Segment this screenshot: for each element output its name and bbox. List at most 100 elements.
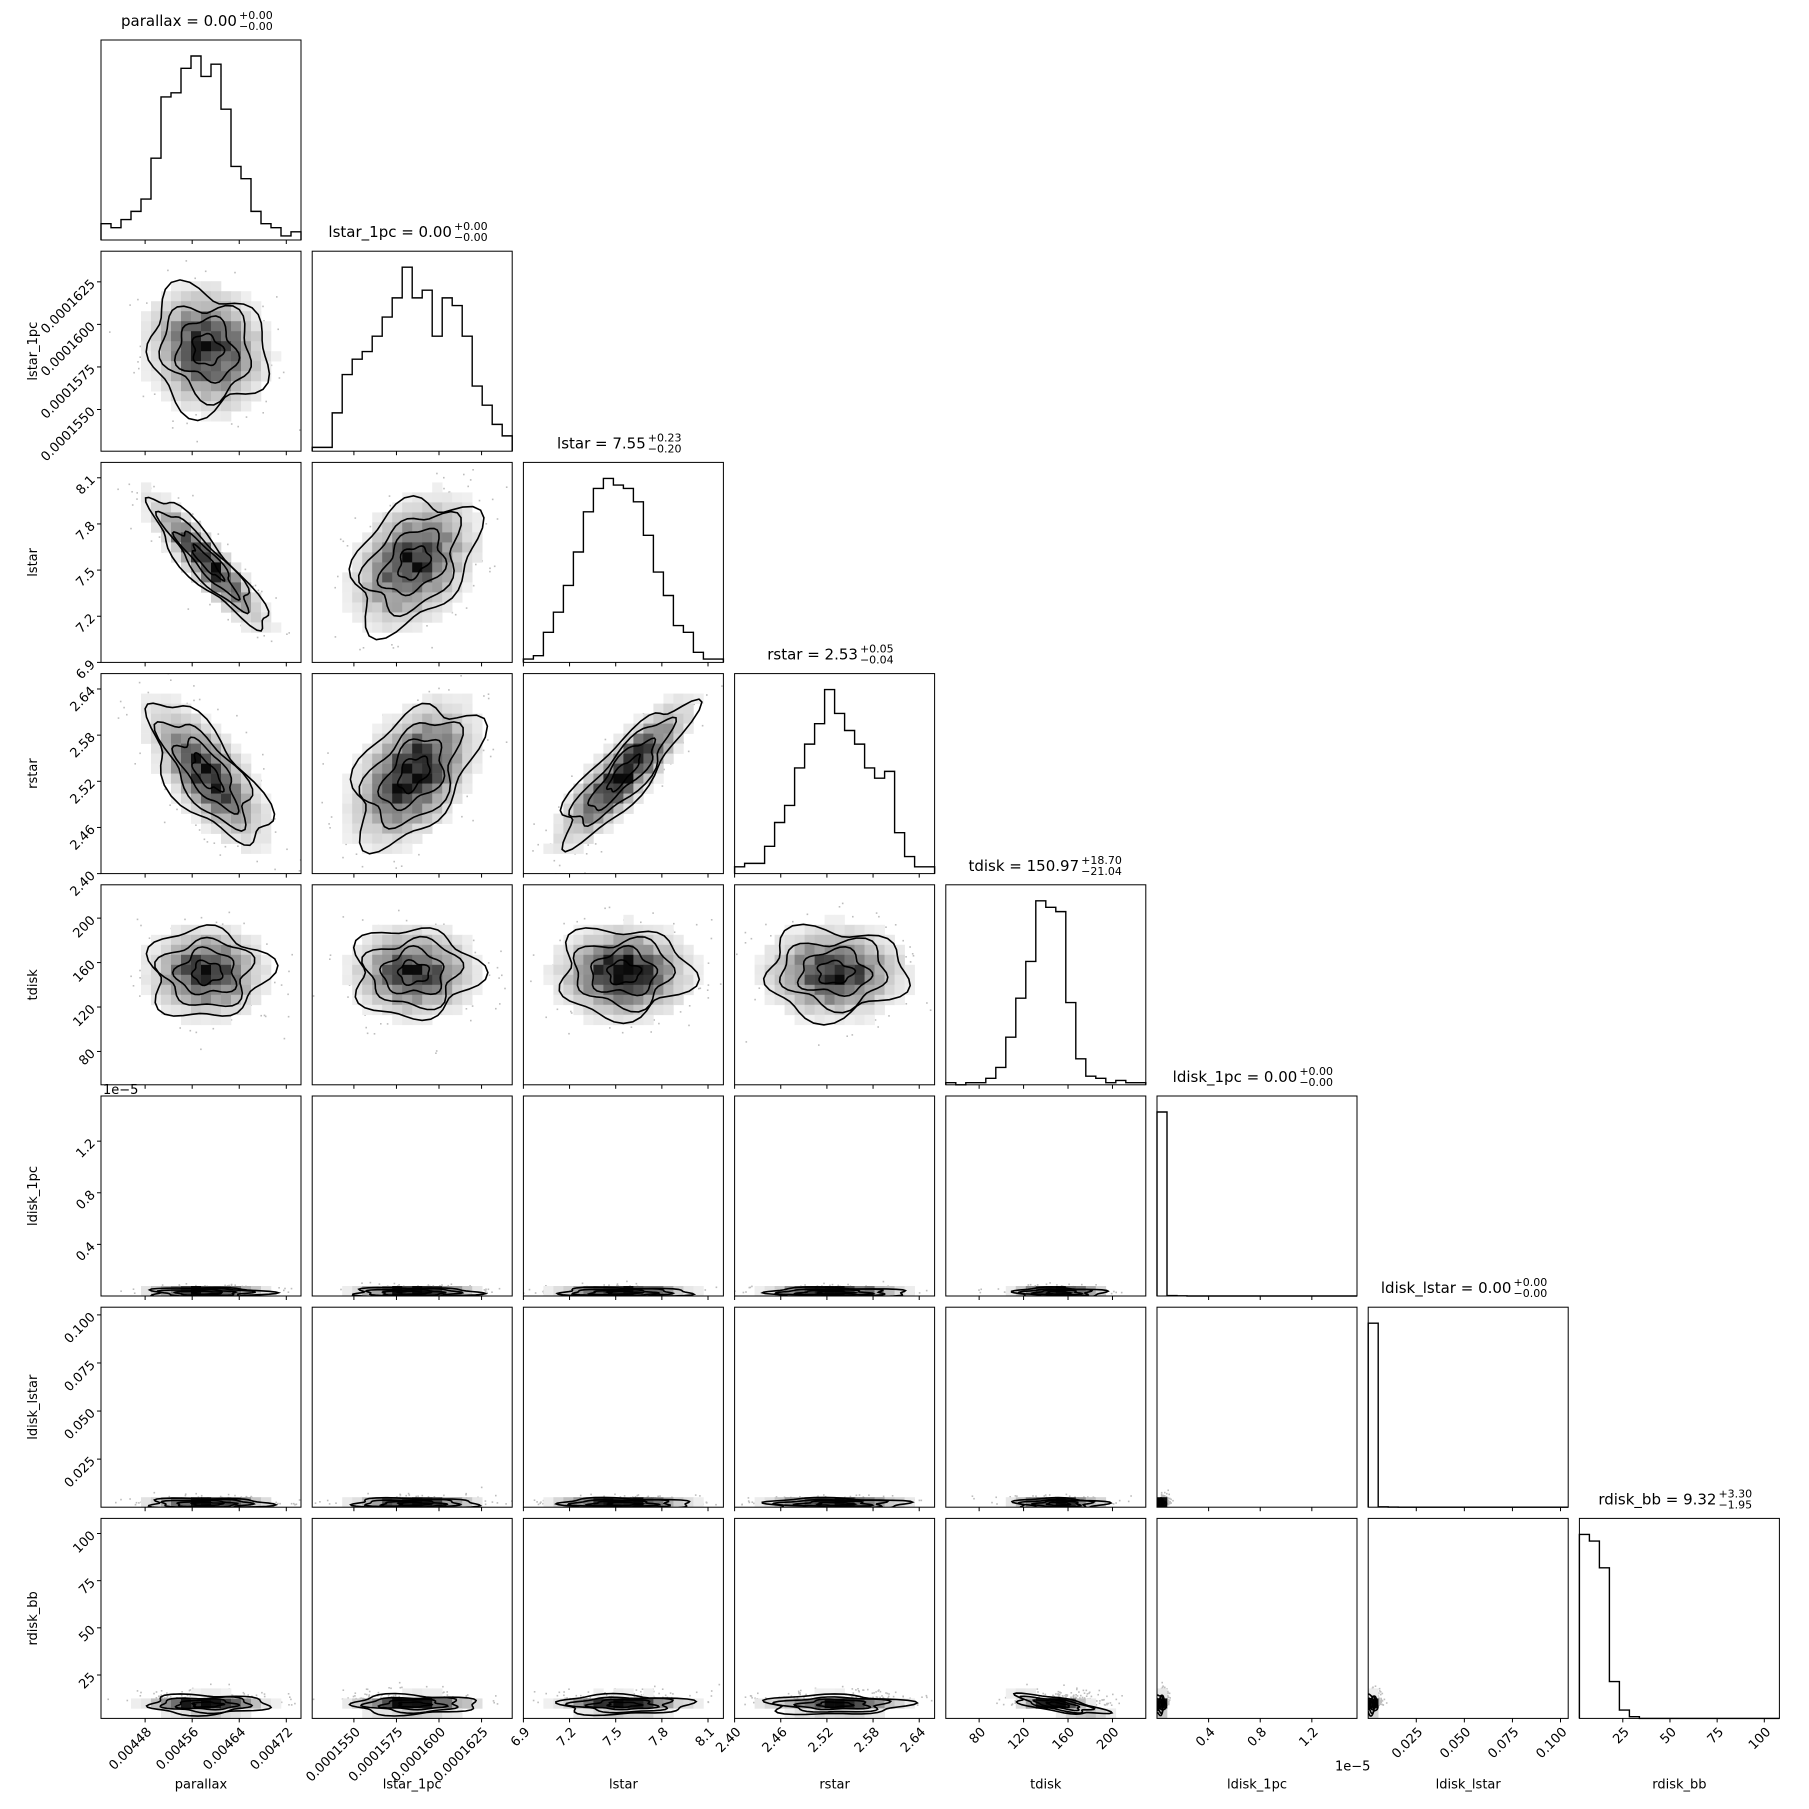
density-cell	[161, 301, 172, 312]
density-cell	[794, 1004, 805, 1016]
sample-point	[405, 919, 408, 922]
sample-point	[146, 302, 148, 304]
density-cell	[211, 411, 222, 422]
density-cell	[422, 984, 433, 996]
sample-point	[365, 1026, 367, 1029]
sample-point	[133, 371, 135, 374]
density-cell	[251, 833, 262, 844]
density-cell	[161, 522, 172, 533]
density-cell	[251, 391, 262, 402]
density-cell	[633, 733, 644, 744]
contour-level	[397, 545, 433, 581]
sample-point	[234, 271, 236, 274]
density-cell	[784, 994, 795, 1006]
density-cell	[191, 723, 202, 734]
density-cell	[191, 542, 202, 553]
density-cell	[392, 843, 403, 854]
sample-point	[392, 647, 395, 649]
density-cell	[673, 984, 684, 996]
sample-point	[400, 865, 403, 867]
density-cell	[251, 984, 262, 996]
contour-level	[171, 946, 238, 996]
density-cell	[221, 954, 232, 966]
density-cell	[251, 793, 262, 804]
sample-point	[206, 841, 209, 843]
density-cell	[171, 522, 182, 533]
sample-point	[355, 853, 358, 855]
density-cell	[181, 753, 192, 764]
density-cell	[814, 924, 825, 936]
sample-point	[270, 364, 273, 367]
sample-point	[847, 1283, 849, 1286]
panel-content	[120, 1283, 293, 1296]
density-cell	[402, 1004, 413, 1016]
sample-point	[470, 1019, 472, 1022]
sample-point	[489, 567, 491, 570]
contour-level	[395, 1290, 433, 1296]
density-cell	[412, 984, 423, 996]
density-cell	[834, 984, 845, 996]
density-cell	[613, 964, 624, 976]
contour-level	[378, 944, 445, 996]
density-cell	[462, 763, 473, 774]
sample-point	[443, 923, 445, 926]
density-cell	[251, 964, 262, 976]
sample-point	[299, 429, 301, 431]
density-cell	[382, 763, 393, 774]
density-cell	[211, 301, 222, 312]
density-cell	[392, 532, 403, 543]
sample-point	[192, 494, 194, 497]
density-cell	[432, 612, 443, 623]
density-cell	[754, 974, 765, 986]
density-cell	[603, 924, 614, 936]
density-cell	[442, 542, 453, 553]
density-cell	[472, 713, 483, 724]
density-cell	[372, 622, 383, 633]
density-cell	[181, 763, 192, 774]
density-cell	[261, 351, 272, 362]
sample-point	[744, 942, 747, 944]
sample-point	[186, 422, 188, 425]
density-cell	[221, 592, 232, 603]
density-cell	[191, 1004, 202, 1016]
density-cell	[352, 763, 363, 774]
density-cell	[141, 733, 152, 744]
density-cell	[422, 522, 433, 533]
density-cell	[141, 693, 152, 704]
density-cell	[372, 612, 383, 623]
density-cell	[382, 562, 393, 573]
density-cell	[161, 311, 172, 322]
sample-point	[484, 1291, 486, 1294]
density-cell	[452, 964, 463, 976]
sample-point	[534, 1292, 537, 1294]
density-cell	[372, 542, 383, 553]
density-cell	[422, 512, 433, 523]
density-cell	[151, 502, 162, 513]
sample-point	[918, 1292, 921, 1294]
density-cell	[603, 763, 614, 774]
sample-point	[346, 545, 349, 547]
density-cell	[834, 934, 845, 946]
sample-point	[487, 697, 490, 700]
density-cell	[452, 974, 463, 986]
density-cell	[422, 532, 433, 543]
density-cell	[392, 612, 403, 623]
density-cell	[362, 984, 373, 996]
density-cell	[171, 532, 182, 543]
density-cell	[412, 552, 423, 563]
density-cell	[452, 582, 463, 593]
density-cell	[754, 954, 765, 966]
sample-point	[435, 1052, 437, 1054]
density-cell	[412, 994, 423, 1006]
density-cell	[452, 934, 463, 946]
density-cell	[422, 783, 433, 794]
density-cell	[211, 331, 222, 342]
density-cell	[623, 944, 634, 956]
density-cell	[462, 572, 473, 583]
density-cell	[382, 793, 393, 804]
density-cell	[432, 532, 443, 543]
contour-level	[351, 1286, 489, 1296]
sample-point	[117, 488, 119, 491]
density-cell	[402, 502, 413, 513]
density-cell	[402, 934, 413, 946]
